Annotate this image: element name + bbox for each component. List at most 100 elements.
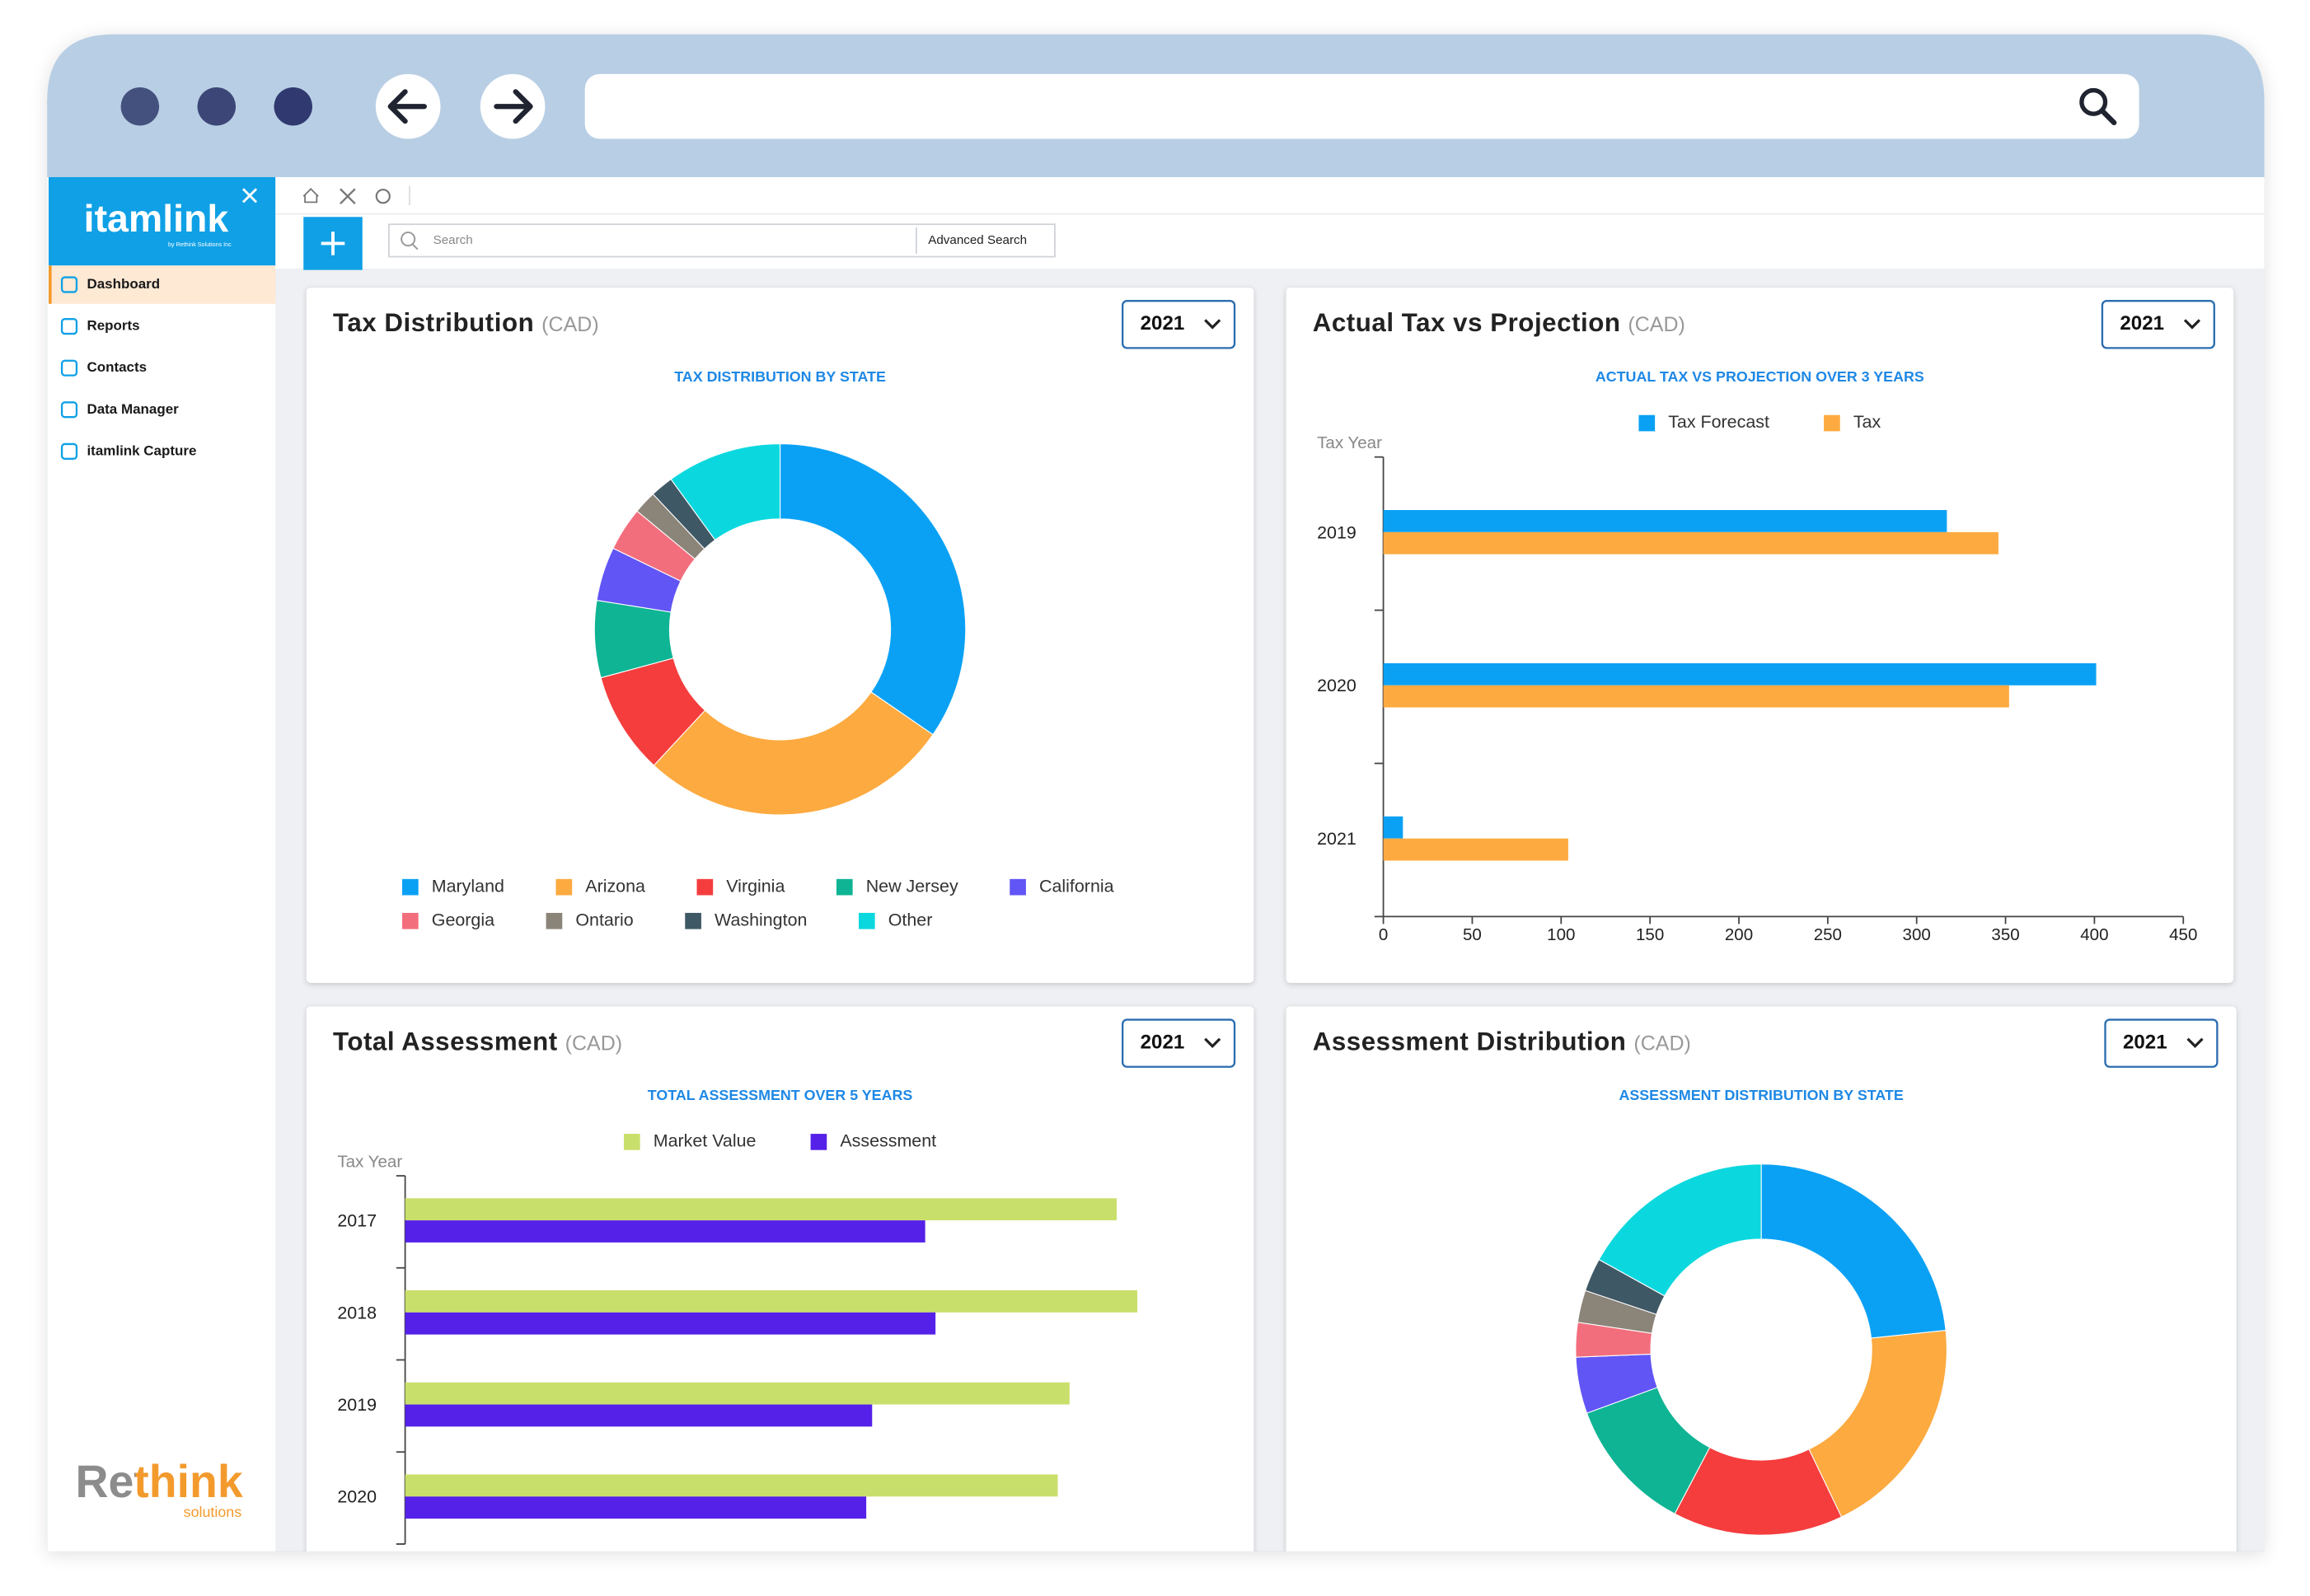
search-box[interactable]	[388, 223, 1056, 258]
legend-item[interactable]: Market Value	[623, 1131, 756, 1151]
category-label: 2021	[1317, 829, 1356, 849]
bar[interactable]	[1383, 838, 1568, 861]
bar[interactable]	[1383, 685, 2009, 708]
legend-item[interactable]: Washington	[685, 910, 807, 929]
donut-slice[interactable]	[1598, 1163, 1762, 1297]
card-unit: (CAD)	[1633, 1032, 1690, 1055]
legend-item[interactable]: Tax Forecast	[1638, 412, 1769, 432]
nav-item[interactable]: Data Manager	[60, 401, 179, 419]
x-tick-label: 150	[1636, 925, 1664, 944]
dropdown-box	[2104, 1018, 2219, 1068]
legend-item[interactable]: Virginia	[696, 876, 785, 896]
sidebar	[47, 177, 276, 1552]
settings-icon[interactable]	[375, 189, 391, 204]
legend-label: Maryland	[432, 876, 504, 896]
legend-label: Tax Forecast	[1668, 412, 1769, 432]
legend-swatch	[623, 1134, 640, 1150]
legend-label: California	[1039, 876, 1114, 896]
home-icon[interactable]	[302, 188, 319, 204]
donut-slice[interactable]	[1808, 1330, 1947, 1518]
category-label: 2019	[1317, 522, 1356, 542]
nav-item[interactable]: Reports	[60, 318, 140, 335]
tools-icon[interactable]	[340, 188, 356, 205]
legend-item[interactable]: Tax	[1824, 412, 1881, 432]
year-dropdown[interactable]: 2021	[1122, 300, 1236, 349]
dropdown-box	[1122, 1018, 1236, 1068]
legend-label: New Jersey	[866, 876, 958, 896]
bar[interactable]	[405, 1312, 936, 1335]
dropdown-chevron	[1204, 319, 1221, 330]
bar[interactable]	[405, 1220, 925, 1243]
donut-slice[interactable]	[1760, 1163, 1947, 1339]
legend-swatch	[1010, 878, 1026, 896]
window-dot[interactable]	[120, 87, 160, 126]
add-icon	[321, 232, 345, 255]
bar[interactable]	[1383, 531, 1998, 555]
nav-item[interactable]: itamlink Capture	[60, 442, 196, 460]
card-unit: (CAD)	[541, 313, 598, 336]
card-title: Total Assessment	[333, 1027, 558, 1055]
bar[interactable]	[1383, 816, 1403, 839]
dropdown-box	[1122, 300, 1236, 349]
legend-item[interactable]: California	[1010, 876, 1114, 896]
logo-block	[48, 177, 276, 266]
legend-item[interactable]: Georgia	[402, 910, 494, 929]
donut-slice[interactable]	[653, 691, 934, 816]
window-dot[interactable]	[274, 87, 312, 126]
x-tick-label: 400	[2080, 925, 2108, 944]
year-dropdown[interactable]: 2021	[2104, 1018, 2219, 1068]
dropdown-value: 2021	[2123, 1032, 2167, 1054]
search-icon	[401, 232, 416, 247]
legend-item[interactable]: Maryland	[402, 876, 504, 896]
nav-label: Data Manager	[87, 401, 179, 417]
address-bar[interactable]	[584, 73, 2139, 139]
x-tick-label: 50	[1463, 925, 1482, 944]
forward-button[interactable]	[480, 73, 546, 139]
category-label: 2018	[337, 1303, 377, 1322]
nav-item[interactable]: Dashboard	[60, 276, 160, 293]
bar[interactable]	[1383, 662, 2097, 686]
advanced-search[interactable]: Advanced Search	[928, 233, 1027, 247]
legend-item[interactable]: Other	[858, 910, 932, 929]
bar[interactable]	[405, 1382, 1070, 1405]
category-label: 2020	[337, 1487, 377, 1507]
footer-logo: Rethink	[75, 1456, 242, 1507]
nav-icon	[60, 442, 78, 460]
bar[interactable]	[1383, 510, 1947, 532]
x-tick-label: 300	[1903, 925, 1931, 944]
nav-icon	[60, 276, 78, 293]
bar[interactable]	[405, 1496, 867, 1519]
legend-item[interactable]: Ontario	[546, 910, 634, 929]
donut-slice[interactable]	[670, 443, 781, 541]
bar[interactable]	[405, 1290, 1138, 1313]
legend-swatch	[555, 878, 573, 896]
nav-label: Reports	[87, 318, 139, 334]
dropdown-value: 2021	[1141, 312, 1185, 335]
address-search-icon[interactable]	[2079, 87, 2117, 126]
donut-slice[interactable]	[780, 443, 967, 736]
card-bg	[1286, 1006, 2237, 1552]
nav-icon	[60, 401, 78, 419]
x-tick-label: 200	[1725, 925, 1753, 944]
bar[interactable]	[405, 1198, 1118, 1221]
close-sidebar[interactable]	[241, 188, 258, 204]
back-button[interactable]	[375, 73, 441, 139]
legend-item[interactable]: Arizona	[555, 876, 646, 896]
nav-item[interactable]: Contacts	[60, 359, 147, 377]
year-dropdown[interactable]: 2021	[1122, 1018, 1236, 1068]
year-dropdown[interactable]: 2021	[2101, 300, 2215, 349]
bar[interactable]	[405, 1404, 873, 1427]
legend-label: Arizona	[585, 876, 645, 896]
legend-item[interactable]: Assessment	[810, 1131, 937, 1151]
legend-item[interactable]: New Jersey	[836, 876, 958, 896]
dashboard-cards: Tax Distribution (CAD) 2021 TAX DISTRIBUTIO…	[306, 288, 2237, 1552]
window-dot[interactable]	[197, 87, 237, 126]
bar[interactable]	[405, 1474, 1058, 1497]
axis-title: Tax Year	[337, 1152, 402, 1171]
nav-icon	[60, 318, 78, 335]
dropdown-value: 2021	[1141, 1032, 1185, 1054]
dropdown-value: 2021	[2120, 312, 2164, 335]
logo-tagline: by Rethink Solutions Inc	[168, 241, 232, 248]
legend-label: Ontario	[575, 910, 633, 929]
legend-swatch	[685, 912, 701, 929]
